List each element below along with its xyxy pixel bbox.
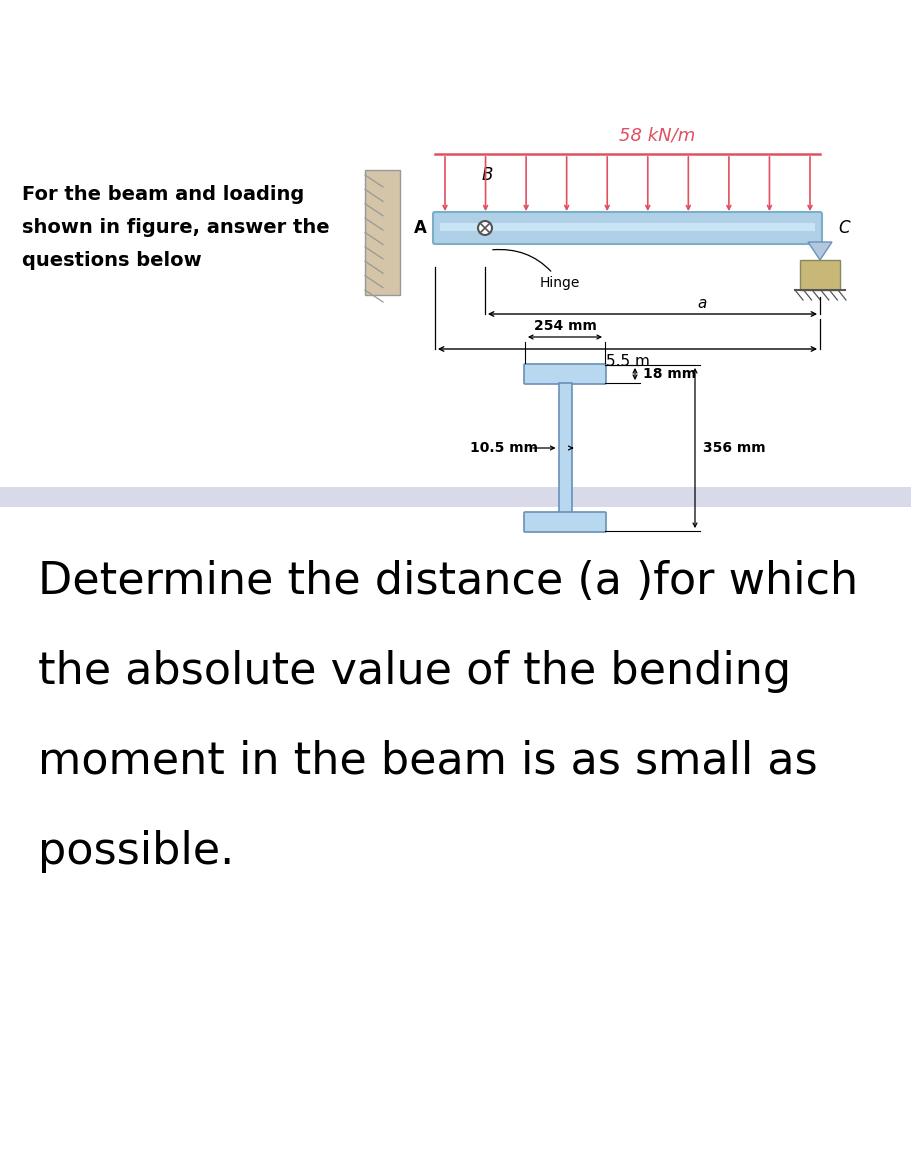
Text: a: a xyxy=(697,296,706,311)
Text: For the beam and loading: For the beam and loading xyxy=(22,185,304,204)
Text: Determine the distance (a )for which: Determine the distance (a )for which xyxy=(38,560,857,603)
Circle shape xyxy=(477,221,491,235)
Bar xyxy=(558,383,571,512)
Text: 10.5 mm: 10.5 mm xyxy=(469,441,537,455)
Text: C: C xyxy=(837,219,849,238)
FancyBboxPatch shape xyxy=(524,364,605,384)
Text: B: B xyxy=(481,166,492,184)
FancyBboxPatch shape xyxy=(524,512,605,532)
Text: 58 kN/m: 58 kN/m xyxy=(619,126,695,144)
Bar xyxy=(799,260,839,290)
Text: 5.5 m: 5.5 m xyxy=(605,355,649,369)
FancyBboxPatch shape xyxy=(433,212,821,245)
Text: moment in the beam is as small as: moment in the beam is as small as xyxy=(38,739,817,783)
Text: 254 mm: 254 mm xyxy=(533,319,596,333)
Text: 356 mm: 356 mm xyxy=(702,441,765,455)
Text: Hinge: Hinge xyxy=(492,249,579,290)
Bar xyxy=(364,170,400,295)
Bar xyxy=(0,487,911,507)
Polygon shape xyxy=(807,242,831,260)
Text: shown in figure, answer the: shown in figure, answer the xyxy=(22,218,329,238)
Text: possible.: possible. xyxy=(38,830,234,873)
Text: questions below: questions below xyxy=(22,252,201,270)
Bar xyxy=(439,223,814,230)
Text: the absolute value of the bending: the absolute value of the bending xyxy=(38,651,790,693)
Text: A: A xyxy=(414,219,426,238)
Text: 18 mm: 18 mm xyxy=(642,367,695,381)
